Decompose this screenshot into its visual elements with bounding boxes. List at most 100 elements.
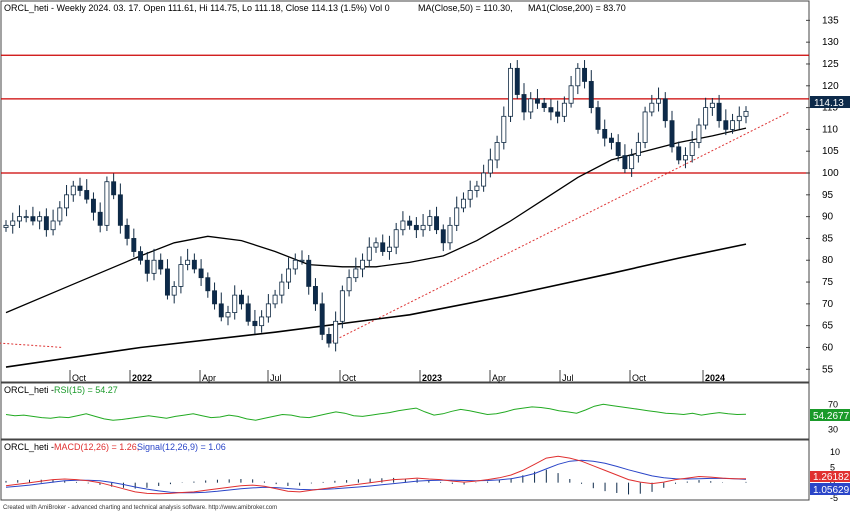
candle-body [427, 216, 433, 226]
chart-title: ORCL_heti - Weekly 2024. 03. 17. Open 11… [4, 3, 390, 13]
rsi-panel[interactable] [0, 382, 810, 440]
macd-badge [810, 471, 850, 482]
macd-badge-value: 1.26182 [813, 472, 850, 483]
price-axis-label: 130 [822, 37, 839, 48]
rsi-title-prefix: ORCL_heti - [4, 385, 54, 395]
price-axis-label: 100 [822, 168, 839, 179]
macd-axis-label: -5 [830, 493, 838, 503]
price-badge-value: 114.13 [814, 98, 844, 109]
rsi-axis-label: 70 [828, 399, 838, 409]
candle-body [104, 181, 110, 226]
price-panel[interactable] [0, 0, 810, 383]
signal-badge-value: 1.05629 [813, 485, 850, 496]
candle-body [212, 290, 218, 305]
candle-body [299, 259, 305, 262]
candle-body [164, 268, 170, 296]
price-axis-label: 60 [822, 342, 834, 353]
rsi-title: RSI(15) = 54.27 [54, 385, 118, 395]
rsi-axis-label: 30 [828, 425, 838, 435]
candle-body [70, 185, 76, 196]
candle-body [595, 107, 601, 130]
signal-line [5, 459, 747, 494]
rsi-badge-value: 54.2677 [813, 411, 850, 422]
candle-body [696, 124, 702, 143]
candle-body [30, 216, 36, 222]
candle-body [353, 268, 359, 279]
candle-body [723, 120, 729, 130]
price-badge [810, 96, 850, 108]
rsi-badge [810, 409, 850, 421]
x-axis-label: Oct [72, 373, 87, 383]
candle-body [97, 211, 103, 226]
candle-body [265, 303, 271, 318]
candle-body [238, 294, 244, 305]
macd-title-signal: Signal(12,26,9) = 1.06 [137, 442, 226, 452]
candle-body [514, 67, 520, 95]
candle-body [400, 220, 406, 231]
candle-body [582, 67, 588, 82]
candle-body [467, 190, 473, 200]
candle-body [730, 120, 736, 130]
candle-body [588, 81, 594, 108]
candle-body [413, 224, 419, 231]
candle-body [3, 224, 9, 228]
candle-body [373, 242, 379, 248]
candle-body [306, 259, 312, 287]
ma200-line [5, 243, 747, 368]
macd-panel[interactable] [0, 439, 810, 501]
candle-body [608, 137, 614, 143]
x-axis-label: 2024 [705, 373, 725, 383]
candle-body [131, 238, 137, 252]
macd-axis-label: 5 [830, 462, 835, 472]
candle-body [407, 220, 413, 226]
candle-body [528, 98, 534, 113]
trend-line [0, 342, 63, 348]
x-axis-label: Oct [632, 373, 647, 383]
candle-body [225, 312, 231, 318]
x-axis-label: Apr [202, 373, 216, 383]
candle-body [252, 320, 258, 327]
candle-body [434, 216, 440, 231]
candle-body [10, 220, 16, 226]
candle-body [669, 120, 675, 148]
trend-line [328, 111, 790, 344]
candle-body [319, 303, 325, 335]
macd-axis-label: 0 [830, 478, 835, 488]
candle-body [534, 98, 540, 104]
x-axis-label: 2023 [422, 373, 442, 383]
candle-body [232, 294, 238, 313]
candle-body [279, 281, 285, 296]
candle-body [447, 224, 453, 244]
candle-body [508, 67, 514, 117]
price-axis-label: 125 [822, 59, 839, 70]
candle-body [23, 216, 29, 219]
candle-body [380, 242, 386, 252]
candle-body [548, 107, 554, 113]
candle-body [649, 102, 655, 113]
candle-body [743, 110, 749, 117]
candle-body [474, 185, 480, 191]
candle-body [716, 102, 722, 122]
candle-body [43, 216, 49, 231]
candle-body [37, 216, 43, 222]
candle-body [481, 172, 487, 187]
candle-body [736, 115, 742, 122]
price-axis-label: 105 [822, 146, 839, 157]
candle-body [682, 155, 688, 161]
candle-body [50, 220, 56, 231]
price-axis-label: 80 [822, 255, 834, 266]
candle-body [151, 259, 157, 274]
candle-body [521, 94, 527, 113]
rsi-line [5, 403, 747, 421]
candle-body [198, 268, 204, 279]
candle-body [487, 159, 493, 174]
candle-body [366, 246, 372, 261]
candle-body [709, 102, 715, 108]
candle-body [494, 142, 500, 161]
candle-body [541, 102, 547, 108]
candle-body [185, 259, 191, 266]
macd-line [5, 455, 747, 495]
candle-body [561, 102, 567, 117]
candle-body [90, 198, 96, 213]
